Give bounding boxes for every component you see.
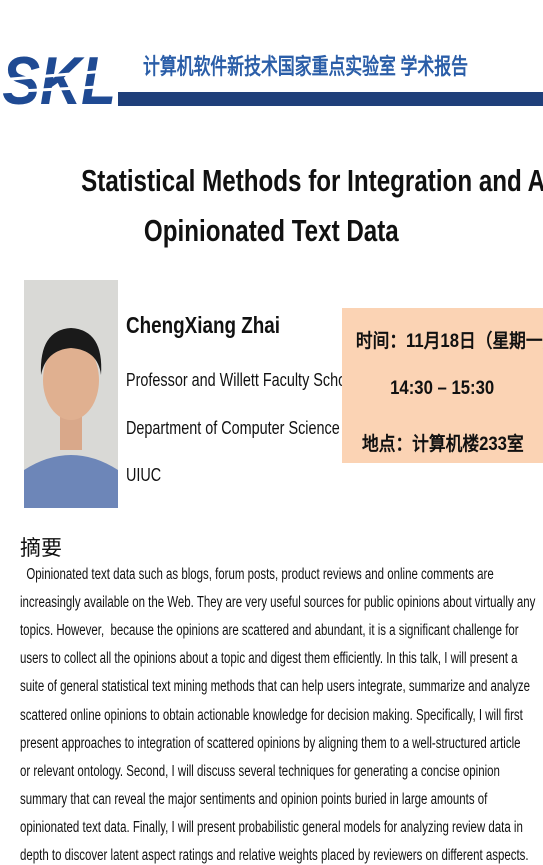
schedule-place: 地点：计算机楼233室	[342, 429, 543, 456]
abstract-line: Opinionated text data such as blogs, for…	[20, 566, 494, 583]
speaker-line: Department of Computer Science	[126, 418, 340, 438]
logo-stripe	[0, 84, 119, 94]
schedule-hours: 14:30 – 15:30	[342, 378, 543, 400]
title-text: Statistical Methods for Integration and …	[81, 163, 543, 198]
speaker-photo	[24, 280, 118, 508]
abstract-line: suite of general statistical text mining…	[20, 678, 531, 696]
speaker-name: ChengXiang Zhai	[126, 312, 281, 338]
org-name: 计算机软件新技术国家重点实验室 学术报告	[143, 54, 468, 79]
speaker-line: Professor and Willett Faculty Scholar	[126, 370, 363, 390]
title-text: Opinionated Text Data	[144, 213, 399, 248]
schedule-text: 时间：11月18日（星期一）	[355, 331, 543, 352]
abstract-line: depth to discover latent aspect ratings …	[20, 847, 529, 864]
schedule-text: 地点：计算机楼233室	[361, 434, 524, 455]
header: SKL 计算机软件新技术国家重点实验室 学术报告	[0, 43, 543, 119]
header-bar	[118, 92, 543, 106]
title-line: Opinionated Text Data	[0, 213, 543, 249]
abstract-line: increasingly available on the Web. They …	[20, 594, 536, 612]
logo: SKL	[2, 43, 116, 119]
abstract-line: topics. However, because the opinions ar…	[20, 622, 519, 640]
logo-stripe	[0, 68, 119, 82]
schedule-text: 14:30 – 15:30	[390, 378, 495, 399]
abstract-line: or relevant ontology. Second, I will dis…	[20, 762, 500, 780]
schedule-time: 时间：11月18日（星期一）	[342, 326, 543, 353]
speaker-line: UIUC	[126, 465, 162, 485]
abstract-line: opinionated text data. Finally, I will p…	[20, 818, 523, 836]
abstract-heading: 摘要	[20, 537, 62, 560]
schedule-box	[342, 308, 543, 463]
abstract-line: summary that can reveal the major sentim…	[20, 790, 488, 808]
abstract-line: users to collect all the opinions about …	[20, 650, 518, 668]
abstract-line: present approaches to integration of sca…	[20, 734, 521, 752]
title-line: Statistical Methods for Integration and …	[0, 163, 543, 199]
abstract-line: scattered online opinions to obtain acti…	[20, 706, 523, 724]
